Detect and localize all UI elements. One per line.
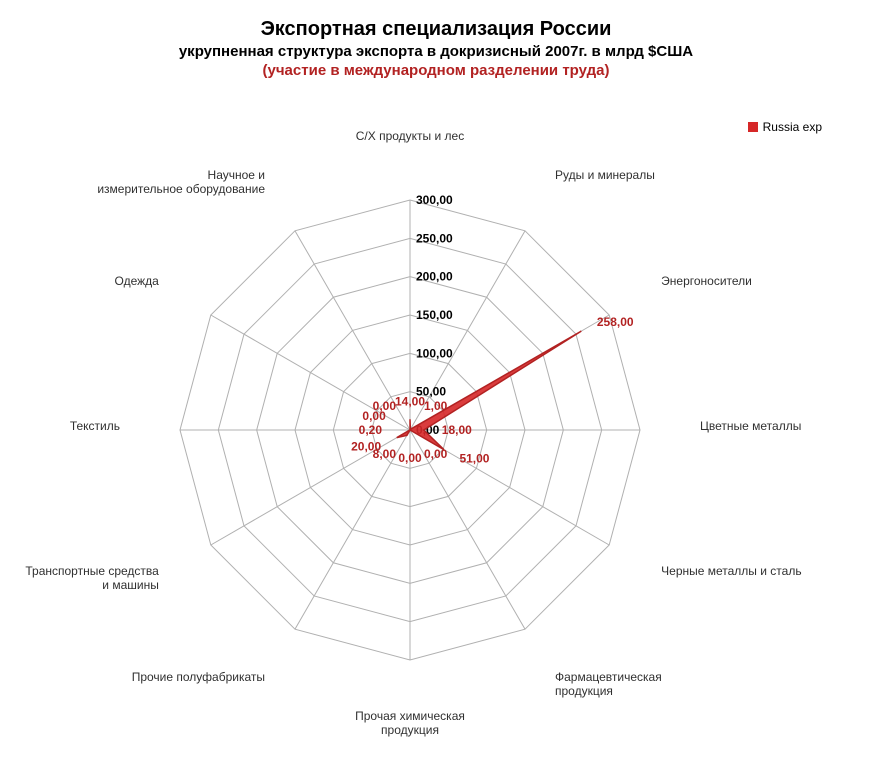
data-value-label: 1,00: [424, 399, 448, 413]
data-value-label: 51,00: [459, 452, 489, 466]
category-label: Текстиль: [70, 419, 120, 433]
data-value-label: 258,00: [597, 315, 634, 329]
axis-tick-label: 200,00: [416, 270, 453, 284]
data-value-label: 0,00: [373, 399, 397, 413]
category-label: С/Х продукты и лес: [356, 129, 464, 143]
chart-title-main: Экспортная специализация России: [0, 18, 872, 41]
category-label: Руды и минералы: [555, 168, 655, 182]
category-label: Прочие полуфабрикаты: [132, 670, 265, 684]
data-value-label: 14,00: [395, 394, 425, 408]
chart-title-sub: укрупненная структура экспорта в докризи…: [0, 43, 872, 60]
radar-chart-container: { "title": { "main": "Экспортная специал…: [0, 0, 872, 768]
axis-tick-label: 150,00: [416, 308, 453, 322]
chart-title-block: Экспортная специализация России укрупнен…: [0, 0, 872, 79]
data-value-label: 0,20: [359, 423, 383, 437]
category-label: Энергоносители: [661, 274, 752, 288]
data-value-label: 0,00: [424, 447, 448, 461]
category-label: Транспортные средстваи машины: [25, 564, 159, 592]
category-label: Цветные металлы: [700, 419, 801, 433]
axis-tick-label: 100,00: [416, 346, 453, 360]
axis-tick-label: 250,00: [416, 231, 453, 245]
axis-tick-label: 300,00: [416, 193, 453, 207]
category-label: Фармацевтическаяпродукция: [555, 670, 662, 698]
data-value-label: 18,00: [442, 423, 472, 437]
category-label: Научное иизмерительное оборудование: [97, 168, 265, 196]
radar-chart-svg: 0,0050,00100,00150,00200,00250,00300,001…: [0, 110, 872, 768]
category-label: Одежда: [115, 274, 160, 288]
data-value-label: 20,00: [351, 440, 381, 454]
category-label: Черные металлы и сталь: [661, 564, 801, 578]
data-value-label: 0,00: [398, 451, 422, 465]
category-label: Прочая химическаяпродукция: [355, 709, 465, 737]
chart-title-note: (участие в международном разделении труд…: [0, 62, 872, 79]
